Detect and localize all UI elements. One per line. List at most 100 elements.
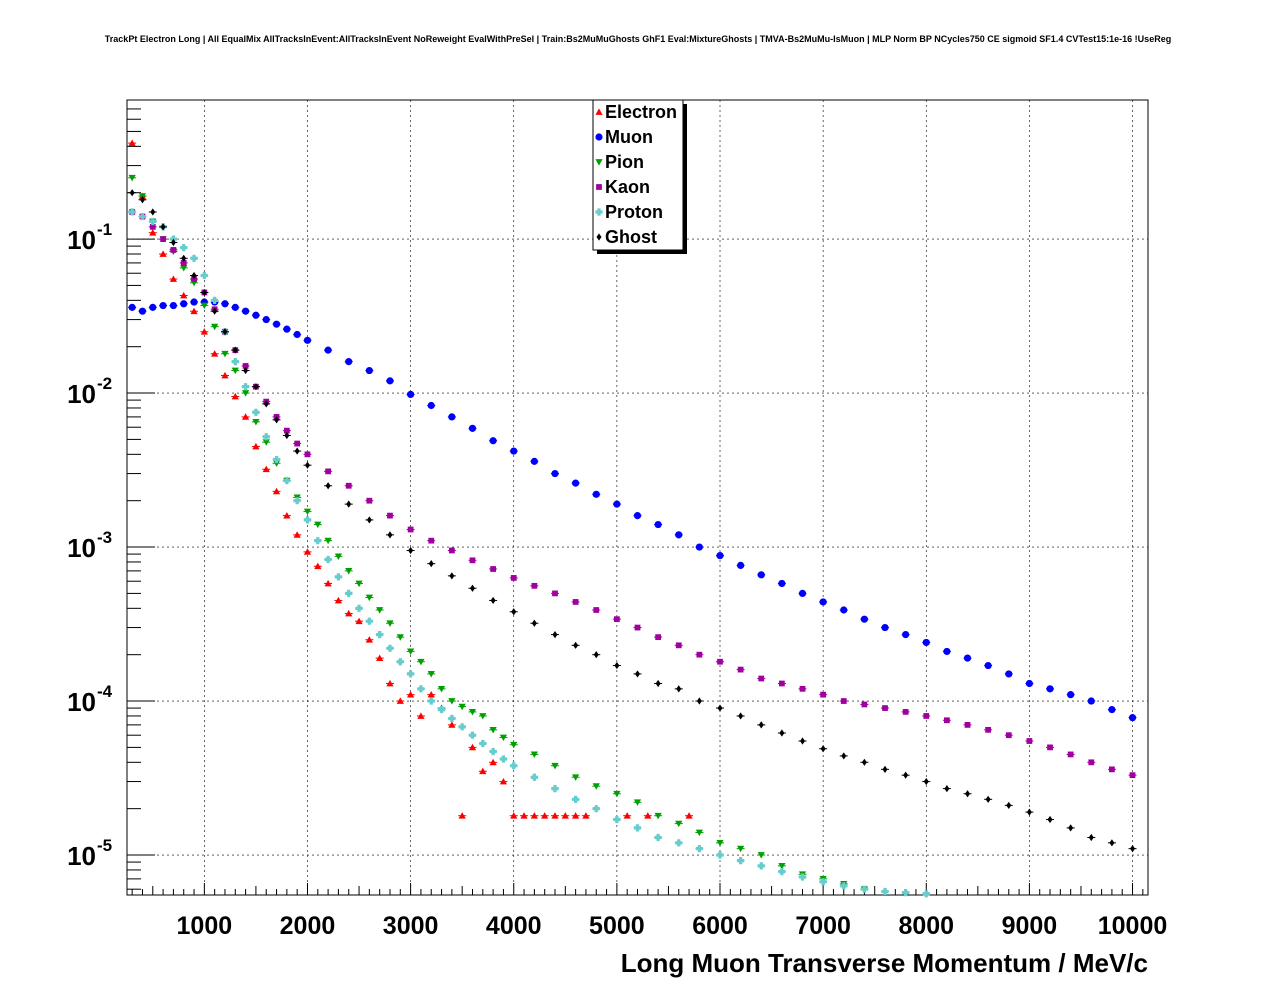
data-point-ghost <box>1068 824 1074 832</box>
data-layer <box>128 139 1137 898</box>
data-point-proton <box>128 208 136 216</box>
y-tick-label-base: 10 <box>67 379 96 409</box>
data-point-ghost <box>129 189 135 197</box>
data-point-pion <box>427 671 435 678</box>
data-point-electron <box>365 636 373 643</box>
y-tick-label: 10 -4 <box>67 682 113 717</box>
data-point-pion <box>448 698 456 705</box>
data-point-pion <box>128 174 136 182</box>
x-tick-label: 9000 <box>1002 912 1058 940</box>
data-point-electron <box>541 812 549 819</box>
data-point-electron <box>685 812 693 819</box>
data-point-pion <box>334 553 343 560</box>
grid-layer <box>127 100 1148 895</box>
data-point-pion <box>757 852 765 859</box>
data-point-pion <box>417 658 425 666</box>
data-point-proton <box>386 644 394 652</box>
data-point-proton <box>757 862 765 870</box>
data-point-proton <box>479 739 487 748</box>
legend-box <box>592 99 684 251</box>
data-point-ghost <box>799 737 806 745</box>
x-tick-label: 7000 <box>795 912 851 940</box>
data-point-proton <box>902 889 910 897</box>
data-point-muon <box>943 647 951 656</box>
data-point-pion <box>231 367 239 375</box>
data-point-proton <box>881 887 889 896</box>
data-point-ghost <box>181 254 187 262</box>
data-point-pion <box>737 845 745 853</box>
data-point-proton <box>252 408 260 416</box>
x-tick-labels: 1000 2000 3000 4000 5000 6000 7000 8000 9000 1000… <box>177 912 1168 940</box>
data-point-proton <box>334 573 343 581</box>
data-point-kaon <box>1026 738 1033 744</box>
data-point-pion <box>613 790 621 798</box>
data-point-electron <box>293 531 301 538</box>
x-tick-label: 2000 <box>280 912 336 940</box>
data-point-proton <box>437 705 446 714</box>
data-point-pion <box>592 783 600 790</box>
x-tick-label: 5000 <box>589 912 645 940</box>
data-point-pion <box>489 726 497 734</box>
data-point-electron <box>303 548 312 555</box>
series-kaon <box>128 209 1137 779</box>
data-point-pion <box>551 762 559 770</box>
y-tick-label: 10 -1 <box>67 220 112 255</box>
data-point-kaon <box>1129 772 1136 779</box>
data-point-muon <box>819 598 827 606</box>
data-point-ghost <box>1026 808 1032 816</box>
data-point-kaon <box>985 726 992 733</box>
data-point-muon <box>572 479 580 487</box>
data-point-electron <box>221 371 229 379</box>
data-point-pion <box>180 264 188 272</box>
data-point-kaon <box>820 691 827 698</box>
data-point-proton <box>530 773 538 781</box>
data-point-proton <box>716 851 724 859</box>
legend-marker-proton <box>595 208 603 216</box>
data-point-ghost <box>552 631 558 639</box>
data-point-ghost <box>861 758 867 766</box>
data-point-proton <box>695 845 703 853</box>
data-point-electron <box>561 812 569 819</box>
data-point-muon <box>1025 679 1033 688</box>
data-point-electron <box>345 609 353 617</box>
data-point-kaon <box>160 236 166 242</box>
data-point-ghost <box>1006 801 1012 810</box>
y-tick-label: 10 -5 <box>67 836 112 871</box>
data-point-ghost <box>284 431 290 440</box>
data-point-kaon <box>944 717 950 724</box>
data-point-kaon <box>242 363 249 369</box>
data-point-electron <box>427 691 435 698</box>
tick-marks <box>127 99 1144 895</box>
legend-item-kaon: Kaon <box>596 177 650 197</box>
x-tick-label: 10000 <box>1098 912 1168 940</box>
data-point-kaon <box>1005 732 1012 739</box>
data-point-muon <box>654 520 662 529</box>
data-point-pion <box>479 713 487 720</box>
data-point-electron <box>272 487 281 495</box>
data-point-pion <box>778 863 786 870</box>
data-point-ghost <box>841 752 847 760</box>
data-point-muon <box>407 390 415 399</box>
data-point-ghost <box>965 790 971 798</box>
data-point-proton <box>314 537 322 545</box>
data-point-pion <box>510 741 518 749</box>
y-tick-label-exponent: -1 <box>97 220 112 239</box>
data-point-ghost <box>779 729 785 737</box>
data-point-proton <box>231 358 239 366</box>
data-point-proton <box>345 589 353 597</box>
data-point-kaon <box>283 427 290 434</box>
data-point-ghost <box>139 196 145 204</box>
data-point-kaon <box>1088 759 1095 766</box>
data-point-proton <box>138 212 147 221</box>
data-point-proton <box>922 890 930 898</box>
legend-label-ghost: Ghost <box>605 227 657 247</box>
data-point-ghost <box>366 516 372 524</box>
legend-marker-muon <box>595 133 603 141</box>
legend-marker-electron <box>595 108 603 115</box>
data-point-electron <box>572 812 580 819</box>
data-point-electron <box>551 812 559 819</box>
data-point-muon <box>303 336 312 344</box>
legend-marker-ghost <box>596 233 602 241</box>
data-point-muon <box>448 413 456 421</box>
data-point-electron <box>128 139 136 146</box>
